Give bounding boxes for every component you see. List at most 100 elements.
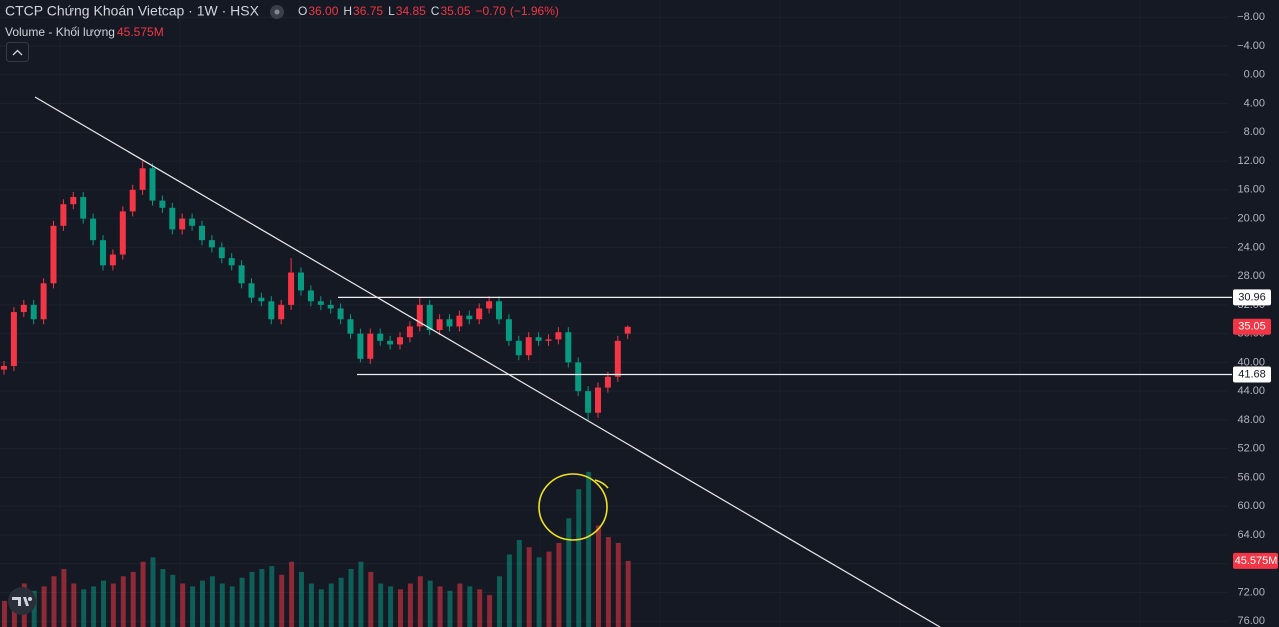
volume-bar: [378, 583, 384, 627]
volume-bar: [596, 525, 601, 627]
volume-value: 45.575M: [117, 25, 164, 39]
candle-body: [10, 312, 17, 366]
volume-bar: [516, 540, 522, 627]
candle-body: [585, 391, 592, 413]
candle-body: [397, 337, 403, 345]
candle-body: [525, 337, 532, 356]
volume-title: Volume - Khối lượng: [5, 25, 115, 39]
volume-bar: [338, 577, 344, 627]
candle-body: [50, 225, 57, 284]
y-tick-label: 64.00: [1237, 529, 1265, 541]
volume-bar: [81, 589, 87, 627]
y-tick-label: 24.00: [1237, 241, 1265, 253]
candle-body: [278, 304, 285, 320]
volume-bar: [101, 580, 106, 627]
candle-body: [367, 333, 374, 359]
ohlc-legend: O 36.00 H 36.75 L 34.85 C 35.05 −0.70 (−1.96%): [298, 4, 559, 18]
candle-body: [515, 340, 522, 356]
volume-bar: [605, 537, 611, 627]
candle-body: [505, 319, 512, 341]
volume-bar: [190, 586, 196, 627]
volume-bar: [91, 586, 97, 627]
candle-body: [624, 326, 631, 334]
price-line-label: 30.96: [1238, 291, 1266, 303]
candle-body: [337, 308, 344, 320]
volume-bar: [427, 580, 433, 627]
candle-body: [90, 218, 97, 241]
volume-bar: [41, 586, 47, 627]
y-tick-label: 60.00: [1237, 500, 1265, 512]
candle-body: [377, 333, 384, 341]
volume-bar: [269, 566, 275, 627]
volume-bar: [615, 542, 621, 627]
volume-bar: [497, 576, 502, 627]
volume-bar: [140, 561, 146, 627]
ohlc-key: H: [343, 4, 352, 18]
ohlc-key: C: [431, 4, 440, 18]
candle-body: [228, 258, 235, 266]
ohlc-value: 34.85: [396, 4, 426, 18]
volume-bar: [259, 569, 265, 627]
candle-body: [307, 290, 314, 302]
volume-bar: [229, 586, 235, 627]
ohlc-value: 36.75: [353, 4, 383, 18]
logo-mark: [12, 597, 32, 606]
ohlc-key: L: [388, 4, 395, 18]
volume-bar: [200, 580, 205, 627]
y-tick-label: 76.00: [1237, 615, 1265, 627]
collapse-button[interactable]: [6, 42, 29, 62]
volume-bar: [348, 569, 354, 627]
candle-body: [40, 283, 47, 320]
volume-bar: [477, 589, 483, 627]
volume-bar: [279, 574, 285, 627]
price-lines: [338, 296, 1232, 376]
y-tick-label: −8.00: [1237, 11, 1265, 23]
candle-body: [545, 339, 552, 341]
price-line-tag: [1233, 366, 1271, 383]
ohlc-value: 35.05: [440, 4, 470, 18]
volume-bar: [556, 542, 562, 627]
candle-body: [406, 326, 413, 338]
logo: [8, 587, 36, 615]
y-tick-label: 0.00: [1244, 69, 1265, 81]
y-tick-label: 8.00: [1244, 126, 1265, 138]
price-tags: 30.96 41.68 35.05 45.575M: [1233, 289, 1278, 569]
candle-body: [317, 301, 324, 305]
y-tick-label: 56.00: [1237, 471, 1265, 483]
candle-body: [466, 315, 473, 320]
candle-body: [208, 240, 215, 248]
volume-bar: [625, 560, 631, 627]
price-line-tag: [1233, 289, 1271, 306]
candle-body: [248, 283, 255, 298]
y-tick-label: 40.00: [1237, 356, 1265, 368]
candle-body: [20, 304, 27, 313]
volume-bar: [526, 547, 532, 627]
ohlc-key: O: [298, 4, 307, 18]
candle-body: [60, 204, 67, 226]
candle-body: [535, 337, 542, 341]
candle-body: [189, 218, 196, 226]
volume-tag: [1233, 552, 1278, 569]
y-tick-label: 72.00: [1237, 586, 1265, 598]
volume-bar: [308, 583, 314, 627]
volume-bar: [388, 586, 394, 627]
y-tick-label: 48.00: [1237, 414, 1265, 426]
candle-body: [179, 218, 186, 230]
volume-bar: [487, 595, 493, 627]
candle-body: [139, 168, 146, 190]
candle-body: [496, 301, 502, 320]
candle-body: [288, 272, 295, 305]
volume-bar: [150, 557, 156, 627]
volume-bar: [110, 583, 116, 627]
highlight-circle: [538, 473, 608, 541]
status-dot: [274, 9, 280, 15]
candle-body: [327, 304, 334, 309]
volume-bar: [546, 551, 552, 627]
volume-bar: [467, 586, 473, 627]
volume-bar: [239, 577, 245, 627]
volume-bar: [249, 571, 255, 627]
volume-bar: [31, 590, 37, 627]
